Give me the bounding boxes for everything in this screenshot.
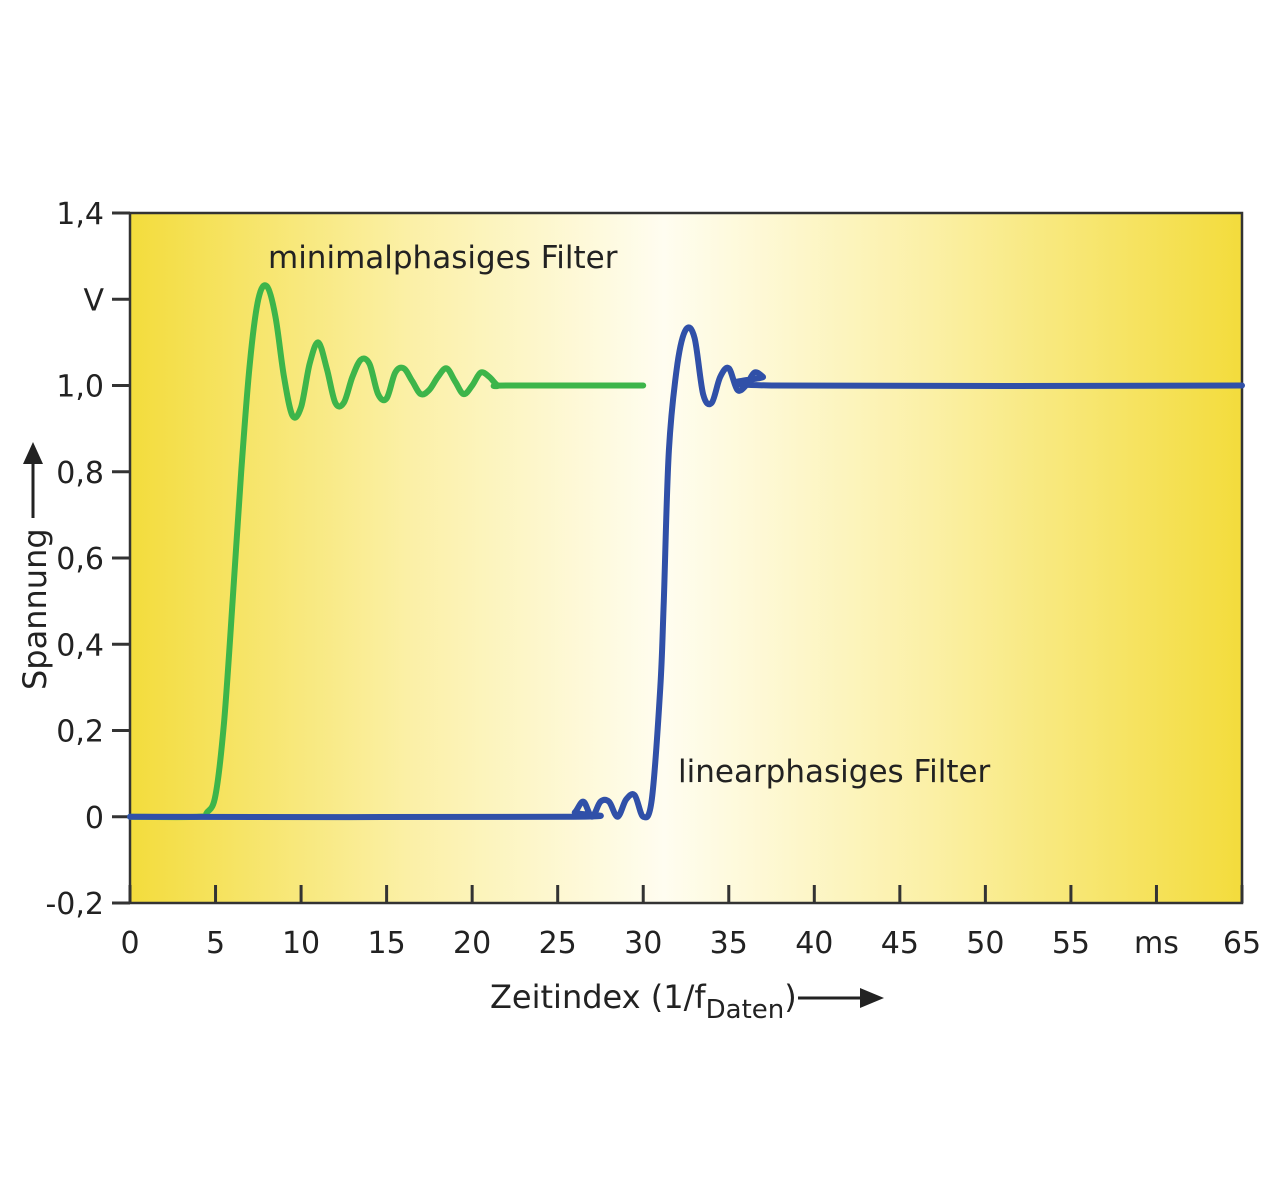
series-label-minimalphasiges: minimalphasiges Filter <box>268 240 618 276</box>
x-axis-title-main: Zeitindex (1/f <box>490 978 706 1016</box>
x-tick-label: 50 <box>966 926 1004 961</box>
plot-area <box>128 211 1244 905</box>
x-tick-label: 40 <box>795 926 833 961</box>
y-tick-label: -0,2 <box>45 887 104 922</box>
series-layer <box>127 282 1245 821</box>
y-tick-label: 0,8 <box>56 456 104 491</box>
x-tick-label: 15 <box>368 926 406 961</box>
y-axis-arrow <box>23 442 43 518</box>
x-tick-label: 55 <box>1052 926 1090 961</box>
y-axis-title: Spannung <box>16 528 54 690</box>
x-axis-title-sub: Daten <box>706 995 785 1025</box>
x-tick-label: 5 <box>206 926 225 961</box>
y-tick-label: 0,2 <box>56 715 104 750</box>
x-tick-label: 35 <box>710 926 748 961</box>
y-tick-label: 1,4 <box>56 197 104 232</box>
x-tick-label: 0 <box>120 926 139 961</box>
x-tick-label: 20 <box>453 926 491 961</box>
series-line-minimalphasiges <box>127 282 647 821</box>
x-axis-ticks: 0 5 10 15 20 25 30 35 40 45 50 55 ms 65 <box>120 885 1261 961</box>
y-tick-label: V <box>83 283 104 318</box>
x-tick-label: 25 <box>539 926 577 961</box>
series-line-linearphasiges <box>127 324 1245 821</box>
x-axis-title: Zeitindex (1/fDaten) <box>490 978 797 1025</box>
x-tick-label: ms <box>1134 926 1179 961</box>
y-tick-label: 1,0 <box>56 370 104 405</box>
x-tick-label: 10 <box>282 926 320 961</box>
y-tick-label: 0,6 <box>56 542 104 577</box>
y-tick-label: 0 <box>85 801 104 836</box>
y-tick-label: 0,4 <box>56 628 104 663</box>
x-tick-label: 45 <box>881 926 919 961</box>
y-axis-title-group: Spannung <box>16 528 54 690</box>
series-label-linearphasiges: linearphasiges Filter <box>678 754 991 790</box>
x-tick-label: 30 <box>624 926 662 961</box>
x-tick-label: 65 <box>1223 926 1261 961</box>
x-axis-arrow <box>798 988 884 1008</box>
x-axis-title-close: ) <box>784 978 796 1016</box>
y-axis-ticks: -0,2 0 0,2 0,4 0,6 0,8 1,0 V 1,4 <box>45 197 130 922</box>
